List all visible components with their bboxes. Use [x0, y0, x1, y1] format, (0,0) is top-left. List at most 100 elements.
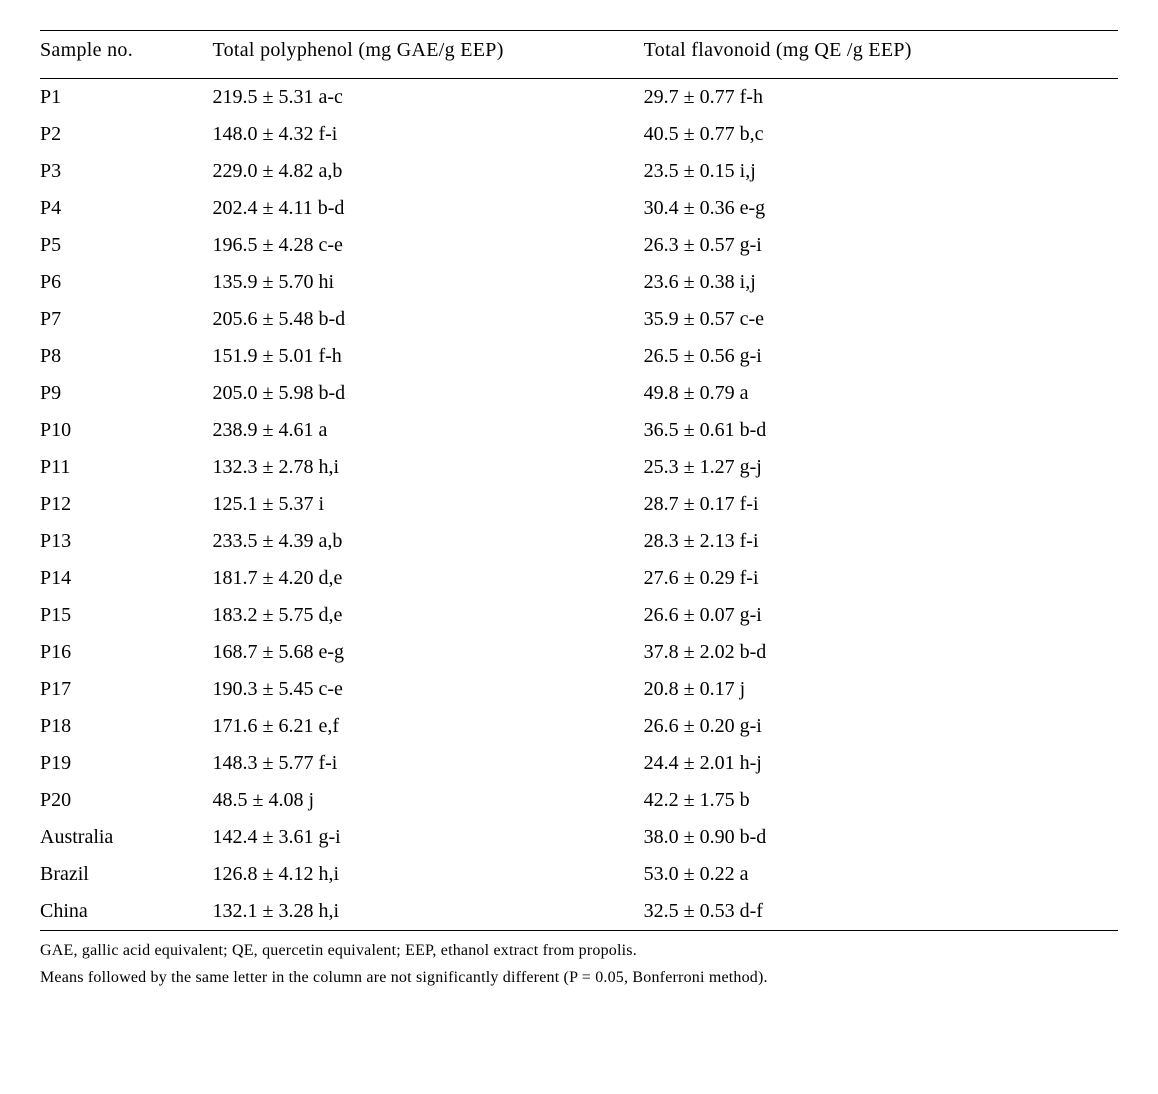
cell-sample: P5	[40, 227, 212, 264]
table-row: China132.1 ± 3.28 h,i32.5 ± 0.53 d-f	[40, 893, 1118, 931]
cell-flavonoid: 36.5 ± 0.61 b-d	[644, 412, 1118, 449]
cell-polyphenol: 205.6 ± 5.48 b-d	[212, 301, 643, 338]
cell-flavonoid: 20.8 ± 0.17 j	[644, 671, 1118, 708]
cell-sample: P18	[40, 708, 212, 745]
cell-polyphenol: 48.5 ± 4.08 j	[212, 782, 643, 819]
table-row: P12125.1 ± 5.37 i28.7 ± 0.17 f-i	[40, 486, 1118, 523]
cell-sample: P11	[40, 449, 212, 486]
cell-flavonoid: 26.3 ± 0.57 g-i	[644, 227, 1118, 264]
table-row: P3229.0 ± 4.82 a,b23.5 ± 0.15 i,j	[40, 153, 1118, 190]
table-row: P15183.2 ± 5.75 d,e26.6 ± 0.07 g-i	[40, 597, 1118, 634]
cell-polyphenol: 196.5 ± 4.28 c-e	[212, 227, 643, 264]
cell-flavonoid: 26.6 ± 0.20 g-i	[644, 708, 1118, 745]
table-row: P11132.3 ± 2.78 h,i25.3 ± 1.27 g-j	[40, 449, 1118, 486]
cell-polyphenol: 171.6 ± 6.21 e,f	[212, 708, 643, 745]
cell-flavonoid: 25.3 ± 1.27 g-j	[644, 449, 1118, 486]
cell-polyphenol: 205.0 ± 5.98 b-d	[212, 375, 643, 412]
table-row: Australia142.4 ± 3.61 g-i38.0 ± 0.90 b-d	[40, 819, 1118, 856]
table-row: P4202.4 ± 4.11 b-d30.4 ± 0.36 e-g	[40, 190, 1118, 227]
cell-polyphenol: 132.3 ± 2.78 h,i	[212, 449, 643, 486]
cell-polyphenol: 229.0 ± 4.82 a,b	[212, 153, 643, 190]
table-row: Brazil126.8 ± 4.12 h,i53.0 ± 0.22 a	[40, 856, 1118, 893]
polyphenol-flavonoid-table: Sample no. Total polyphenol (mg GAE/g EE…	[40, 30, 1118, 931]
header-row: Sample no. Total polyphenol (mg GAE/g EE…	[40, 31, 1118, 79]
cell-sample: P13	[40, 523, 212, 560]
col-header-sample: Sample no.	[40, 31, 212, 79]
cell-flavonoid: 53.0 ± 0.22 a	[644, 856, 1118, 893]
cell-sample: P20	[40, 782, 212, 819]
cell-sample: China	[40, 893, 212, 931]
footnotes: GAE, gallic acid equivalent; QE, quercet…	[40, 937, 1118, 991]
cell-flavonoid: 40.5 ± 0.77 b,c	[644, 116, 1118, 153]
cell-sample: P8	[40, 338, 212, 375]
table-row: P2048.5 ± 4.08 j42.2 ± 1.75 b	[40, 782, 1118, 819]
cell-flavonoid: 32.5 ± 0.53 d-f	[644, 893, 1118, 931]
cell-polyphenol: 126.8 ± 4.12 h,i	[212, 856, 643, 893]
table-row: P14181.7 ± 4.20 d,e27.6 ± 0.29 f-i	[40, 560, 1118, 597]
cell-sample: P12	[40, 486, 212, 523]
footnote-line: Means followed by the same letter in the…	[40, 964, 1118, 991]
col-header-flavonoid: Total flavonoid (mg QE /g EEP)	[644, 31, 1118, 79]
table-row: P2148.0 ± 4.32 f-i40.5 ± 0.77 b,c	[40, 116, 1118, 153]
cell-polyphenol: 151.9 ± 5.01 f-h	[212, 338, 643, 375]
cell-flavonoid: 30.4 ± 0.36 e-g	[644, 190, 1118, 227]
table-row: P1219.5 ± 5.31 a-c29.7 ± 0.77 f-h	[40, 79, 1118, 117]
cell-polyphenol: 202.4 ± 4.11 b-d	[212, 190, 643, 227]
cell-flavonoid: 27.6 ± 0.29 f-i	[644, 560, 1118, 597]
cell-polyphenol: 135.9 ± 5.70 hi	[212, 264, 643, 301]
table-row: P9205.0 ± 5.98 b-d49.8 ± 0.79 a	[40, 375, 1118, 412]
cell-flavonoid: 42.2 ± 1.75 b	[644, 782, 1118, 819]
cell-flavonoid: 23.6 ± 0.38 i,j	[644, 264, 1118, 301]
table-row: P7205.6 ± 5.48 b-d35.9 ± 0.57 c-e	[40, 301, 1118, 338]
cell-polyphenol: 148.0 ± 4.32 f-i	[212, 116, 643, 153]
cell-sample: P2	[40, 116, 212, 153]
cell-polyphenol: 132.1 ± 3.28 h,i	[212, 893, 643, 931]
cell-polyphenol: 190.3 ± 5.45 c-e	[212, 671, 643, 708]
cell-sample: Brazil	[40, 856, 212, 893]
table-row: P6135.9 ± 5.70 hi23.6 ± 0.38 i,j	[40, 264, 1118, 301]
cell-polyphenol: 142.4 ± 3.61 g-i	[212, 819, 643, 856]
cell-flavonoid: 37.8 ± 2.02 b-d	[644, 634, 1118, 671]
footnote-line: GAE, gallic acid equivalent; QE, quercet…	[40, 937, 1118, 964]
cell-flavonoid: 35.9 ± 0.57 c-e	[644, 301, 1118, 338]
cell-polyphenol: 219.5 ± 5.31 a-c	[212, 79, 643, 117]
cell-sample: P4	[40, 190, 212, 227]
cell-sample: P16	[40, 634, 212, 671]
cell-flavonoid: 28.3 ± 2.13 f-i	[644, 523, 1118, 560]
col-header-polyphenol: Total polyphenol (mg GAE/g EEP)	[212, 31, 643, 79]
cell-sample: Australia	[40, 819, 212, 856]
cell-sample: P17	[40, 671, 212, 708]
table-row: P16168.7 ± 5.68 e-g37.8 ± 2.02 b-d	[40, 634, 1118, 671]
cell-sample: P7	[40, 301, 212, 338]
cell-polyphenol: 183.2 ± 5.75 d,e	[212, 597, 643, 634]
cell-flavonoid: 23.5 ± 0.15 i,j	[644, 153, 1118, 190]
cell-flavonoid: 24.4 ± 2.01 h-j	[644, 745, 1118, 782]
cell-sample: P14	[40, 560, 212, 597]
cell-flavonoid: 26.5 ± 0.56 g-i	[644, 338, 1118, 375]
cell-flavonoid: 38.0 ± 0.90 b-d	[644, 819, 1118, 856]
table-row: P5196.5 ± 4.28 c-e26.3 ± 0.57 g-i	[40, 227, 1118, 264]
cell-sample: P10	[40, 412, 212, 449]
cell-polyphenol: 125.1 ± 5.37 i	[212, 486, 643, 523]
cell-polyphenol: 181.7 ± 4.20 d,e	[212, 560, 643, 597]
cell-polyphenol: 168.7 ± 5.68 e-g	[212, 634, 643, 671]
table-row: P13233.5 ± 4.39 a,b28.3 ± 2.13 f-i	[40, 523, 1118, 560]
cell-polyphenol: 233.5 ± 4.39 a,b	[212, 523, 643, 560]
table-row: P17190.3 ± 5.45 c-e20.8 ± 0.17 j	[40, 671, 1118, 708]
cell-flavonoid: 29.7 ± 0.77 f-h	[644, 79, 1118, 117]
cell-flavonoid: 26.6 ± 0.07 g-i	[644, 597, 1118, 634]
cell-polyphenol: 238.9 ± 4.61 a	[212, 412, 643, 449]
cell-sample: P6	[40, 264, 212, 301]
table-row: P8151.9 ± 5.01 f-h26.5 ± 0.56 g-i	[40, 338, 1118, 375]
table-row: P18171.6 ± 6.21 e,f26.6 ± 0.20 g-i	[40, 708, 1118, 745]
table-row: P19148.3 ± 5.77 f-i24.4 ± 2.01 h-j	[40, 745, 1118, 782]
cell-flavonoid: 49.8 ± 0.79 a	[644, 375, 1118, 412]
cell-polyphenol: 148.3 ± 5.77 f-i	[212, 745, 643, 782]
cell-sample: P15	[40, 597, 212, 634]
table-row: P10238.9 ± 4.61 a36.5 ± 0.61 b-d	[40, 412, 1118, 449]
cell-sample: P19	[40, 745, 212, 782]
cell-flavonoid: 28.7 ± 0.17 f-i	[644, 486, 1118, 523]
cell-sample: P1	[40, 79, 212, 117]
cell-sample: P9	[40, 375, 212, 412]
cell-sample: P3	[40, 153, 212, 190]
